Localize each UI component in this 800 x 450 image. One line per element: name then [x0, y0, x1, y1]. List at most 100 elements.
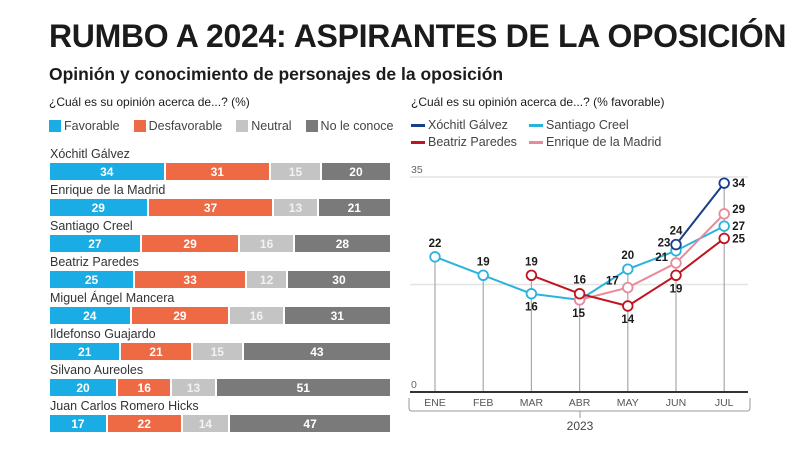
bar-segment-neutral: 15 [192, 343, 244, 360]
stacked-bar: 20 16 13 51 [50, 379, 390, 396]
bar-segment-desfavorable: 37 [148, 199, 275, 216]
data-label-creel: 23 [658, 238, 671, 250]
stacked-bar: 24 29 16 31 [50, 307, 390, 324]
bar-segment-neutral: 16 [230, 307, 285, 324]
bar-segment-favorable: 27 [50, 235, 142, 252]
legend-xochitl: Xóchitl Gálvez [411, 118, 508, 132]
bar-segment-no-le-conoce: 30 [287, 271, 390, 288]
data-point-paredes [573, 288, 586, 300]
series-line-madrid [579, 213, 725, 301]
x-tick-label: MAY [617, 397, 639, 409]
data-label-paredes: 14 [621, 314, 634, 326]
legend-label: Desfavorable [148, 119, 223, 133]
data-label-madrid: 29 [732, 204, 745, 216]
data-label-madrid: 17 [606, 276, 619, 288]
bar-segment-favorable: 20 [50, 379, 118, 396]
x-tick-label: ENE [424, 397, 446, 409]
bar-row: Silvano Aureoles 20 16 13 51 [50, 362, 390, 398]
data-label-paredes: 19 [670, 283, 683, 295]
bar-segment-no-le-conoce: 47 [230, 415, 390, 432]
bar-segment-favorable: 17 [50, 415, 108, 432]
data-label-madrid: 21 [655, 252, 668, 264]
data-point-xochitl [718, 177, 730, 189]
bar-segment-desfavorable: 16 [118, 379, 173, 396]
legend-favorable: Favorable [49, 119, 120, 133]
bar-segment-desfavorable: 33 [135, 271, 248, 288]
x-tick-label: ABR [569, 397, 591, 409]
bar-segment-no-le-conoce: 31 [284, 307, 390, 324]
legend-madrid: Enrique de la Madrid [529, 135, 661, 149]
bar-segment-favorable: 29 [50, 199, 149, 216]
legend-swatch-neutral [236, 120, 249, 132]
data-label-creel: 20 [621, 250, 634, 262]
bar-segment-favorable: 25 [50, 271, 135, 288]
legend-label: Favorable [64, 119, 120, 133]
data-point-madrid [670, 257, 682, 269]
page-subtitle: Opinión y conocimiento de personajes de … [49, 64, 504, 84]
data-point-madrid [622, 281, 634, 294]
bar-segment-favorable: 24 [50, 307, 132, 324]
bar-segment-no-le-conoce: 43 [243, 343, 390, 360]
bar-category-label: Ildefonso Guajardo [50, 327, 156, 341]
bar-category-label: Silvano Aureoles [50, 363, 144, 377]
data-point-xochitl [670, 238, 682, 251]
bar-segment-desfavorable: 29 [131, 307, 231, 324]
legend-swatch-desfavorable [133, 120, 146, 132]
bar-category-label: Miguel Ángel Mancera [50, 291, 175, 305]
bar-segment-favorable: 34 [50, 163, 166, 180]
data-point-paredes [718, 232, 730, 245]
legend-label: Santiago Creel [546, 118, 629, 132]
legend-line-paredes [411, 140, 425, 144]
stacked-bar: 29 37 13 21 [50, 199, 390, 216]
data-label-creel: 16 [525, 302, 538, 314]
bar-row: Miguel Ángel Mancera 24 29 16 31 [50, 290, 390, 326]
x-tick-label: MAR [520, 397, 544, 409]
data-label-xochitl: 24 [670, 226, 683, 238]
bar-segment-neutral: 16 [240, 235, 295, 252]
bar-category-label: Enrique de la Madrid [50, 183, 166, 197]
bar-row: Juan Carlos Romero Hicks 17 22 14 47 [50, 398, 390, 434]
bar-segment-desfavorable: 29 [141, 235, 241, 252]
data-label-xochitl: 34 [732, 178, 745, 190]
bar-category-label: Xóchitl Gálvez [50, 147, 130, 161]
data-point-creel [525, 288, 538, 300]
bar-row: Santiago Creel 27 29 16 28 [50, 218, 390, 254]
bar-row: Beatriz Paredes 25 33 12 30 [50, 254, 390, 290]
bar-segment-neutral: 13 [172, 379, 217, 396]
data-point-creel [429, 251, 441, 263]
page-title: RUMBO A 2024: ASPIRANTES DE LA OPOSICIÓN [49, 18, 787, 54]
data-point-creel [622, 263, 634, 275]
bar-row: Ildefonso Guajardo 21 21 15 43 [50, 326, 390, 362]
legend-paredes: Beatriz Paredes [411, 135, 517, 149]
bar-segment-no-le-conoce: 20 [321, 163, 390, 180]
bar-row: Enrique de la Madrid 29 37 13 21 [50, 182, 390, 218]
bar-segment-desfavorable: 22 [107, 415, 183, 432]
data-point-madrid [718, 208, 730, 220]
bar-category-label: Juan Carlos Romero Hicks [50, 399, 199, 413]
stacked-bar-chart: Xóchitl Gálvez 34 31 15 20 Enrique de la Madr… [50, 146, 390, 434]
legend-no-conoce: No le conoce [305, 119, 394, 133]
y-tick-label: 35 [411, 164, 423, 176]
legend-swatch-no-conoce [305, 120, 318, 132]
legend-label: No le conoce [320, 119, 394, 133]
data-label-paredes: 25 [732, 233, 745, 245]
stacked-bar: 27 29 16 28 [50, 235, 390, 252]
x-tick-label: JUL [715, 397, 734, 409]
data-point-paredes [525, 269, 538, 281]
data-label-creel: 15 [572, 308, 585, 320]
stacked-bar: 34 31 15 20 [50, 163, 390, 180]
bar-segment-favorable: 21 [50, 343, 122, 360]
bar-category-label: Beatriz Paredes [50, 255, 139, 269]
bar-segment-no-le-conoce: 21 [318, 199, 390, 216]
x-axis-label: 2023 [567, 419, 594, 433]
stacked-bar: 25 33 12 30 [50, 271, 390, 288]
bar-segment-no-le-conoce: 51 [216, 379, 390, 396]
legend-swatch-favorable [49, 120, 61, 132]
line-chart-title: ¿Cuál es su opinión acerca de...? (% fav… [411, 95, 665, 109]
bar-segment-desfavorable: 31 [165, 163, 271, 180]
legend-desfavorable: Desfavorable [133, 119, 223, 133]
data-point-creel [477, 269, 489, 281]
legend-line-xochitl [411, 123, 425, 127]
y-tick-label: 0 [411, 379, 417, 391]
